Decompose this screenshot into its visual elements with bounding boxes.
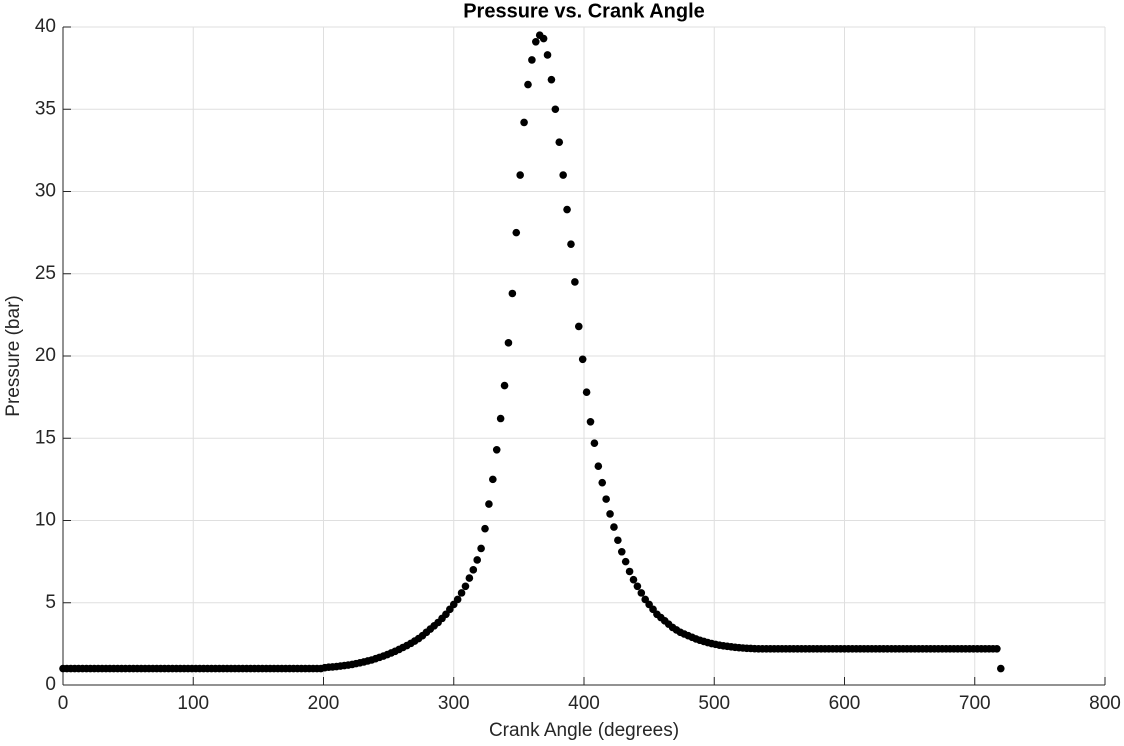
y-tick-label: 20 [35,345,56,366]
data-point [547,75,556,84]
data-point [516,171,524,179]
y-tick-label: 0 [45,674,56,695]
chart-title: Pressure vs. Crank Angle [463,0,705,22]
x-axis-label: Crank Angle (degrees) [489,720,679,741]
y-axis-label: Pressure (bar) [3,295,24,416]
y-tick-label: 10 [35,510,56,531]
data-point [621,557,630,566]
data-point [993,645,1001,653]
data-point [582,388,591,396]
data-point [637,589,646,597]
x-tick-label: 500 [698,693,730,714]
data-point [496,414,505,423]
data-point [520,118,528,127]
x-tick-label: 300 [438,693,470,714]
data-point [629,575,638,584]
data-point [457,589,466,597]
data-point [543,51,552,59]
y-tick-label: 15 [35,427,56,448]
data-point [508,289,517,298]
data-point [633,582,642,591]
data-point [539,34,548,43]
data-point [555,138,564,146]
y-tick-label: 30 [35,181,56,202]
data-point [559,171,567,179]
data-point [504,339,513,347]
data-point [453,595,462,604]
data-point [528,56,536,64]
data-point [461,582,470,591]
data-point [590,439,599,447]
x-tick-label: 800 [1089,693,1121,714]
data-point [567,240,575,248]
data-point [465,574,474,582]
data-point [485,500,493,508]
data-point [610,523,618,531]
data-point [606,510,614,518]
data-point [512,228,521,237]
data-point [578,355,587,364]
data-point [473,556,481,564]
data-point [500,381,509,390]
data-point [602,495,610,503]
x-tick-label: 0 [58,693,69,714]
data-point [574,322,583,331]
data-point [614,536,622,545]
x-tick-label: 100 [177,693,209,714]
data-point [625,567,634,576]
y-tick-label: 35 [35,98,56,119]
y-tick-label: 40 [35,16,56,37]
y-tick-label: 25 [35,263,56,284]
data-point [492,445,501,454]
data-point [551,105,560,114]
data-point [594,462,603,471]
data-point [477,544,485,553]
data-point [571,278,579,286]
data-point [524,80,532,89]
y-tick-label: 5 [45,592,56,613]
data-point [617,547,626,556]
x-tick-label: 400 [568,693,600,714]
data-point [481,524,489,533]
data-point [563,205,571,214]
data-point [532,38,540,46]
data-point [598,478,607,487]
x-tick-label: 700 [959,693,991,714]
data-point [586,418,595,426]
data-point [489,475,497,484]
data-point [997,664,1005,673]
x-tick-label: 200 [308,693,340,714]
x-tick-label: 600 [829,693,861,714]
data-point [469,566,478,574]
